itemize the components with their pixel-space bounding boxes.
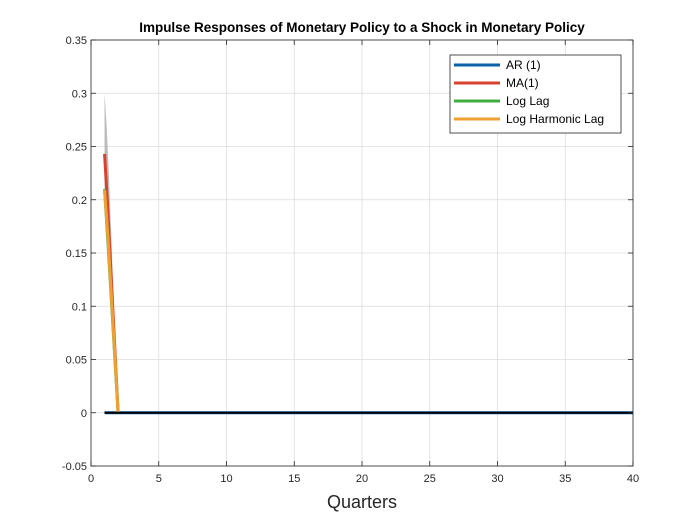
x-tick-label: 20 — [356, 473, 368, 485]
y-tick-label: 0.2 — [72, 195, 87, 207]
y-tick-label: 0.1 — [72, 301, 87, 313]
chart-title: Impulse Responses of Monetary Policy to … — [139, 20, 585, 35]
x-axis-label: Quarters — [327, 492, 397, 512]
legend-label-3: Log Harmonic Lag — [506, 112, 604, 126]
x-tick-label: 0 — [88, 473, 94, 485]
y-tick-label: 0 — [81, 408, 87, 420]
x-tick-label: 5 — [156, 473, 162, 485]
axis-ticks: 0 5 10 15 20 25 30 35 40-0.0500.050.10.150.20.25… — [62, 35, 639, 485]
y-tick-label: 0.15 — [66, 248, 87, 260]
series-group — [103, 153, 633, 415]
legend-label-1: MA(1) — [506, 76, 539, 90]
x-tick-label: 30 — [491, 473, 503, 485]
y-tick-label: -0.05 — [62, 461, 87, 473]
legend: AR (1) MA(1) Log Lag Log Harmonic Lag — [449, 54, 622, 134]
y-tick-label: 0.35 — [66, 35, 87, 47]
x-tick-label: 15 — [288, 473, 300, 485]
x-tick-label: 25 — [424, 473, 436, 485]
series-line-3 — [103, 190, 120, 413]
legend-label-0: AR (1) — [506, 58, 541, 72]
y-tick-label: 0.25 — [66, 142, 87, 154]
x-tick-label: 10 — [220, 473, 232, 485]
x-tick-label: 35 — [559, 473, 571, 485]
x-tick-label: 40 — [627, 473, 639, 485]
legend-label-2: Log Lag — [506, 94, 549, 108]
y-tick-label: 0.3 — [72, 88, 87, 100]
y-tick-label: 0.05 — [66, 355, 87, 367]
